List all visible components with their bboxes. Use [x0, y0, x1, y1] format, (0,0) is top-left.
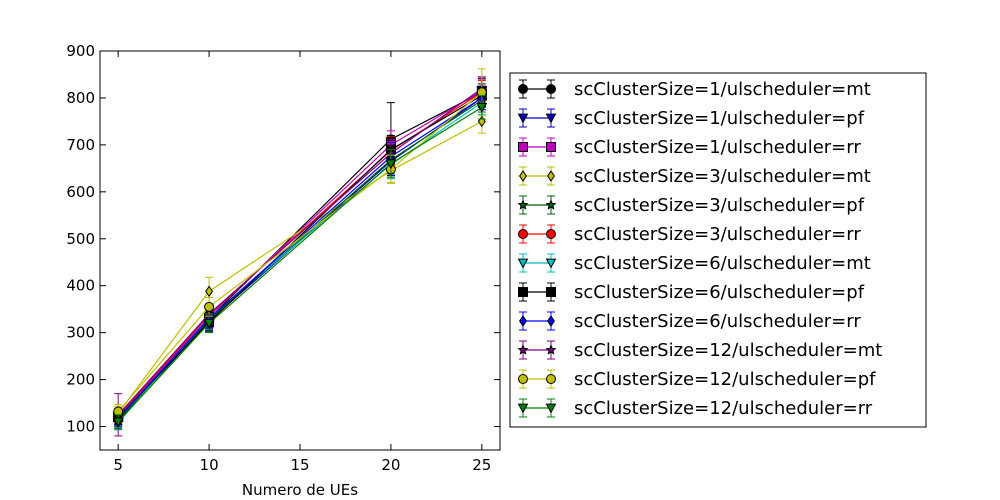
data-point	[203, 318, 215, 329]
data-point	[385, 159, 397, 170]
legend-label: scClusterSize=1/ulscheduler=rr	[574, 137, 861, 158]
legend-entry: scClusterSize=3/ulscheduler=pf	[517, 195, 865, 216]
legend-label: scClusterSize=6/ulscheduler=mt	[574, 253, 871, 274]
legend-marker	[546, 287, 556, 297]
series-line	[117, 106, 483, 423]
y-tick-label: 800	[66, 89, 95, 107]
legend-marker	[519, 170, 527, 182]
legend-box	[509, 72, 927, 428]
x-tick-label: 15	[290, 456, 309, 474]
legend-marker	[547, 170, 555, 182]
legend-marker	[546, 84, 556, 94]
legend-label: scClusterSize=3/ulscheduler=rr	[574, 224, 861, 245]
legend-marker	[545, 344, 557, 355]
y-tick-label: 200	[66, 371, 95, 389]
legend-entry: scClusterSize=12/ulscheduler=mt	[517, 340, 882, 361]
legend-entry: scClusterSize=1/ulscheduler=rr	[518, 137, 861, 158]
y-tick-label: 400	[66, 277, 95, 295]
legend-label: scClusterSize=6/ulscheduler=pf	[574, 282, 865, 303]
legend-label: scClusterSize=1/ulscheduler=pf	[574, 108, 865, 129]
legend-marker	[517, 403, 529, 414]
series-line	[117, 95, 483, 418]
data-point	[112, 417, 124, 428]
legend-label: scClusterSize=6/ulscheduler=rr	[574, 311, 861, 332]
legend-marker	[517, 113, 529, 124]
series-4	[114, 109, 486, 421]
data-point	[205, 285, 214, 298]
legend-entry: scClusterSize=6/ulscheduler=pf	[518, 282, 865, 303]
series-line	[117, 99, 483, 420]
y-tick-label: 300	[66, 324, 95, 342]
data-point	[476, 103, 488, 113]
legend-marker	[518, 229, 528, 239]
x-tick-label: 25	[472, 456, 491, 474]
legend: scClusterSize=1/ulscheduler=mt scClusterS…	[509, 72, 927, 428]
legend-label: scClusterSize=12/ulscheduler=pf	[574, 369, 876, 390]
legend-marker	[547, 315, 555, 327]
legend-marker	[545, 258, 557, 269]
legend-marker	[518, 84, 528, 94]
legend-marker	[518, 287, 528, 297]
series-1	[113, 77, 487, 426]
series-line	[117, 97, 483, 419]
legend-marker	[546, 229, 556, 239]
legend-label: scClusterSize=3/ulscheduler=mt	[574, 166, 871, 187]
legend-entry: scClusterSize=6/ulscheduler=mt	[517, 253, 871, 274]
series-line	[117, 120, 483, 414]
x-axis: 5 10 15 20 25	[99, 50, 501, 474]
data-point	[204, 301, 215, 312]
legend-label: scClusterSize=3/ulscheduler=pf	[574, 195, 865, 216]
legend-marker	[545, 113, 557, 124]
legend-entry: scClusterSize=6/ulscheduler=rr	[519, 311, 861, 332]
plot-frame	[99, 50, 501, 451]
legend-marker	[546, 374, 556, 384]
legend-entry: scClusterSize=3/ulscheduler=mt	[519, 166, 871, 187]
x-tick-label: 10	[200, 456, 219, 474]
legend-marker	[517, 344, 529, 355]
legend-entry: scClusterSize=1/ulscheduler=pf	[517, 108, 865, 129]
y-tick-label: 700	[66, 136, 95, 154]
y-tick-label: 100	[66, 418, 95, 436]
legend-marker	[517, 258, 529, 269]
legend-marker	[546, 142, 556, 152]
x-tick-label: 5	[113, 456, 123, 474]
legend-label: scClusterSize=1/ulscheduler=mt	[574, 79, 871, 100]
legend-marker	[545, 199, 557, 210]
series-12	[112, 95, 488, 430]
plot-area	[112, 68, 488, 437]
series-line	[117, 88, 483, 416]
legend-entry: scClusterSize=1/ulscheduler=mt	[518, 79, 871, 100]
y-axis: 100 200 300 400 500 600 700 800 900	[66, 42, 500, 436]
x-tick-label: 20	[381, 456, 400, 474]
legend-marker	[517, 199, 529, 210]
x-axis-label: Numero de UEs	[242, 481, 358, 499]
series-8	[113, 83, 487, 425]
series-6	[113, 80, 487, 424]
data-point	[477, 115, 486, 128]
series-7	[112, 90, 488, 431]
legend-label: scClusterSize=12/ulscheduler=rr	[574, 398, 873, 419]
y-tick-label: 500	[66, 230, 95, 248]
legend-marker	[519, 315, 527, 327]
legend-marker	[545, 403, 557, 414]
legend-label: scClusterSize=12/ulscheduler=mt	[574, 340, 882, 361]
y-tick-label: 900	[66, 42, 95, 60]
series-line	[117, 97, 483, 422]
legend-entry: scClusterSize=12/ulscheduler=rr	[517, 398, 873, 419]
series-line	[117, 91, 483, 412]
legend-marker	[518, 374, 528, 384]
legend-entry: scClusterSize=3/ulscheduler=rr	[518, 224, 861, 245]
y-tick-label: 600	[66, 183, 95, 201]
legend-marker	[518, 142, 528, 152]
legend-entry: scClusterSize=12/ulscheduler=pf	[518, 369, 876, 390]
series-9	[114, 85, 486, 426]
